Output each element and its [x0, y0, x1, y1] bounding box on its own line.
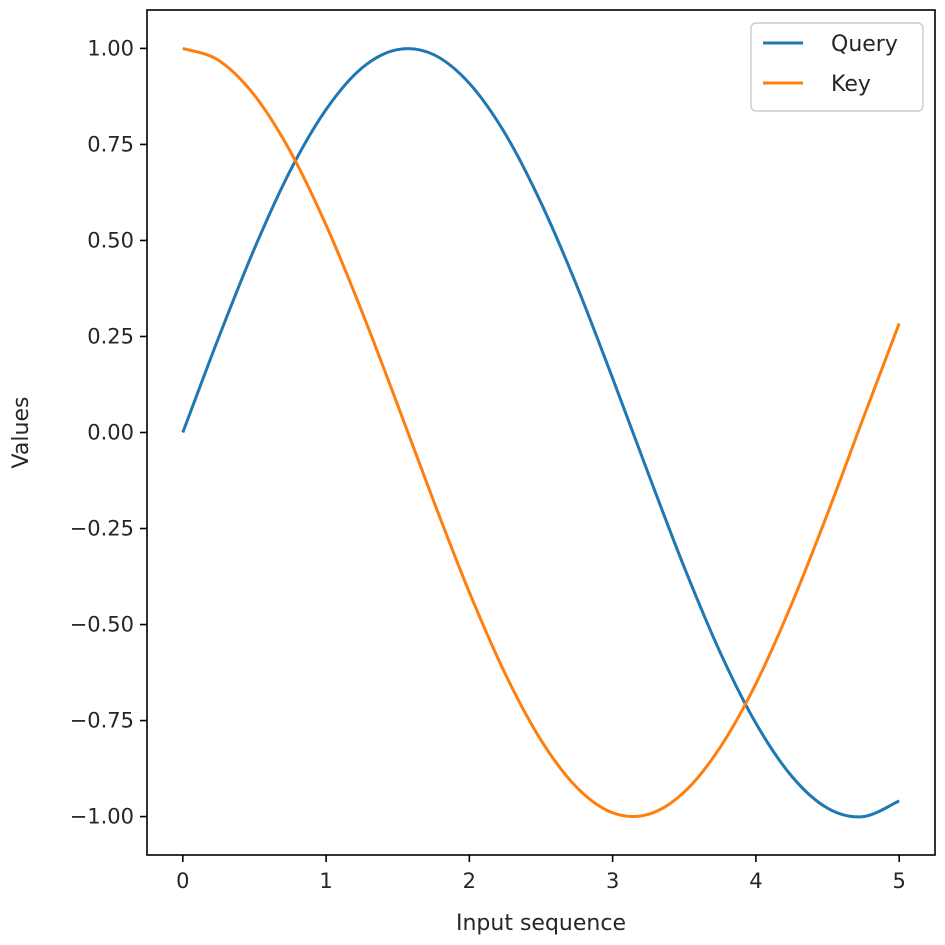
series-layer — [181, 46, 901, 819]
legend-box — [750, 22, 924, 112]
x-axis-ticks: 0 1 2 3 4 5 — [176, 855, 906, 893]
x-tick-label: 2 — [463, 869, 476, 893]
y-tick-label: −0.25 — [70, 517, 134, 541]
legend: Query Key — [750, 22, 924, 112]
x-tick-label: 4 — [749, 869, 762, 893]
x-tick-label: 5 — [892, 869, 905, 893]
x-tick-label: 3 — [606, 869, 619, 893]
legend-label-key: Key — [831, 72, 871, 97]
series-line-key — [182, 46, 901, 819]
y-tick-label: −1.00 — [70, 805, 134, 829]
y-tick-label: 0.25 — [87, 324, 134, 348]
y-axis-ticks: 1.00 0.75 0.50 0.25 0.00 −0.25 −0.50 −0.75 −1.00 — [70, 36, 147, 829]
y-tick-label: 1.00 — [87, 36, 134, 60]
y-tick-label: −0.50 — [70, 613, 134, 637]
y-tick-label: 0.75 — [87, 132, 134, 156]
y-tick-label: 0.00 — [87, 421, 134, 445]
y-tick-label: −0.75 — [70, 709, 134, 733]
x-axis-label: Input sequence — [456, 911, 626, 936]
series-line-query — [181, 47, 900, 819]
x-tick-label: 0 — [176, 869, 189, 893]
legend-label-query: Query — [831, 32, 898, 57]
y-axis-label: Values — [9, 397, 34, 469]
x-tick-label: 1 — [319, 869, 332, 893]
y-tick-label: 0.50 — [87, 228, 134, 252]
